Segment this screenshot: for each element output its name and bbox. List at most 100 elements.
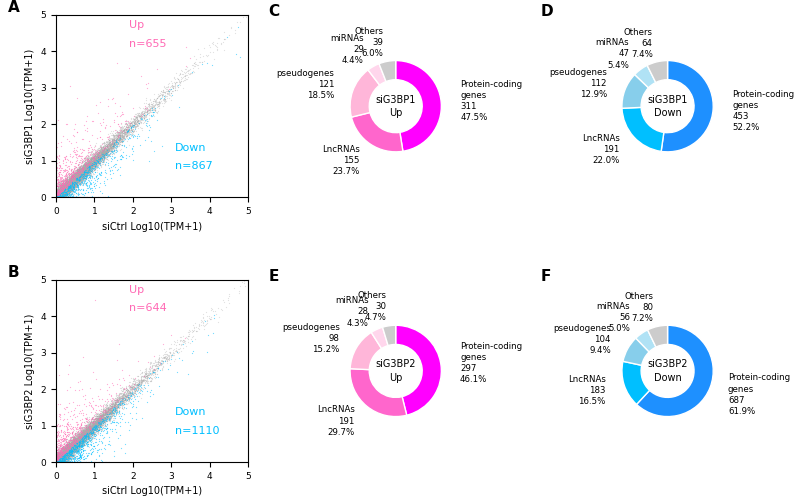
Point <box>54 191 66 199</box>
Point <box>106 400 119 408</box>
Point <box>74 430 86 438</box>
Point <box>82 164 94 172</box>
Point <box>74 168 87 176</box>
Point <box>58 188 70 196</box>
Point <box>73 433 86 441</box>
Point <box>74 168 86 176</box>
Point <box>100 143 113 151</box>
Point <box>53 191 66 199</box>
Point <box>50 458 63 466</box>
Point <box>68 169 81 177</box>
Point <box>198 326 211 333</box>
Point <box>85 427 98 435</box>
Point <box>82 160 95 168</box>
Point <box>59 449 72 457</box>
Point <box>65 182 78 190</box>
Point <box>74 166 86 174</box>
Point <box>78 168 91 176</box>
Point <box>110 143 122 151</box>
Point <box>79 164 92 172</box>
Point <box>60 441 73 449</box>
Point <box>130 387 143 395</box>
Point <box>58 447 71 455</box>
Point <box>62 458 75 466</box>
Point <box>103 137 116 145</box>
Point <box>66 445 79 453</box>
Point <box>72 435 85 443</box>
Point <box>124 383 137 391</box>
Point <box>74 436 87 444</box>
Point <box>107 149 120 157</box>
Point <box>72 171 85 179</box>
Point <box>114 398 126 406</box>
Point <box>52 458 65 466</box>
Point <box>99 146 112 154</box>
Point <box>65 176 78 184</box>
Point <box>66 179 79 187</box>
Point <box>70 171 83 179</box>
Point <box>66 444 78 452</box>
Point <box>106 145 119 153</box>
Point <box>59 453 72 461</box>
Point <box>66 173 78 181</box>
Point <box>63 443 76 451</box>
Point <box>54 450 66 458</box>
Point <box>58 458 70 466</box>
Point <box>113 128 126 136</box>
Point <box>62 179 74 187</box>
Point <box>144 105 157 113</box>
Point <box>103 405 116 413</box>
Point <box>70 452 83 460</box>
Point <box>98 147 111 155</box>
Point <box>171 76 184 83</box>
Point <box>61 180 74 188</box>
Point <box>77 171 90 179</box>
Point <box>74 168 86 176</box>
Point <box>118 135 131 143</box>
Point <box>106 410 119 417</box>
Point <box>174 70 187 78</box>
Point <box>89 421 102 429</box>
Point <box>79 426 92 434</box>
Point <box>50 193 62 201</box>
Point <box>65 436 78 444</box>
Point <box>96 414 109 422</box>
Point <box>53 187 66 195</box>
Point <box>101 411 114 419</box>
Point <box>78 438 90 446</box>
Point <box>96 402 109 410</box>
Point <box>65 439 78 447</box>
Point <box>69 177 82 185</box>
Text: siG3BP1
Up: siG3BP1 Up <box>375 94 416 118</box>
Point <box>74 167 86 175</box>
Point <box>68 149 81 157</box>
Point <box>62 190 74 198</box>
Point <box>66 177 79 185</box>
Point <box>73 429 86 437</box>
Point <box>57 457 70 465</box>
Point <box>103 153 116 161</box>
Point <box>130 381 143 389</box>
Point <box>66 184 79 192</box>
Point <box>66 182 78 190</box>
Point <box>62 448 74 456</box>
Point <box>54 448 66 456</box>
Point <box>148 366 161 374</box>
Point <box>82 429 95 437</box>
Point <box>55 458 68 466</box>
Point <box>66 445 79 453</box>
Point <box>55 458 68 466</box>
Point <box>132 113 145 121</box>
Point <box>76 427 89 435</box>
Point <box>97 146 110 154</box>
Point <box>55 192 68 200</box>
Point <box>70 173 82 181</box>
Point <box>72 170 85 178</box>
Point <box>54 454 67 462</box>
Point <box>50 458 62 466</box>
Point <box>63 448 76 456</box>
Point <box>107 142 120 150</box>
Point <box>113 136 126 144</box>
Point <box>113 128 126 136</box>
Point <box>115 403 128 411</box>
